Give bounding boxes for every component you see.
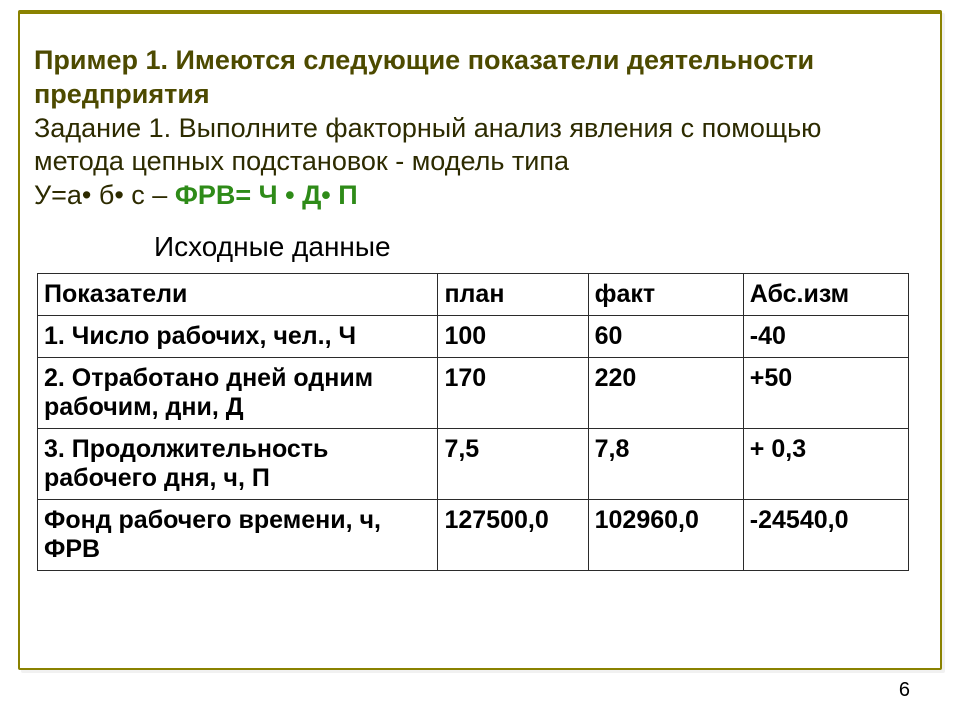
cell-metric: 2. Отработано дней одним рабочим, дни, Д [38,357,438,428]
cell-metric: 3. Продолжительность рабочего дня, ч, П [38,428,438,499]
heading-model-green: ФРВ= Ч • Д• П [175,180,358,210]
col-header-fact: факт [588,273,743,315]
cell-plan: 100 [438,315,588,357]
col-header-metric: Показатели [38,273,438,315]
heading-task: Задание 1. Выполните факторный анализ яв… [34,113,821,177]
cell-abs: + 0,3 [743,428,908,499]
cell-abs: +50 [743,357,908,428]
cell-abs: -24540,0 [743,499,908,570]
cell-plan: 127500,0 [438,499,588,570]
cell-metric: Фонд рабочего времени, ч, ФРВ [38,499,438,570]
subheading: Исходные данные [154,231,910,263]
cell-plan: 170 [438,357,588,428]
cell-fact: 220 [588,357,743,428]
table-header-row: Показатели план факт Абс.изм [38,273,909,315]
cell-metric: 1. Число рабочих, чел., Ч [38,315,438,357]
table-row: 3. Продолжительность рабочего дня, ч, П … [38,428,909,499]
cell-abs: -40 [743,315,908,357]
heading-title: Пример 1. Имеются следующие показатели д… [34,45,814,109]
slide-frame-outer: Пример 1. Имеются следующие показатели д… [0,0,960,720]
data-table: Показатели план факт Абс.изм 1. Число ра… [37,273,909,571]
content-frame: Пример 1. Имеются следующие показатели д… [18,10,942,670]
table-row: Фонд рабочего времени, ч, ФРВ 127500,0 1… [38,499,909,570]
col-header-abs: Абс.изм [743,273,908,315]
cell-fact: 60 [588,315,743,357]
cell-plan: 7,5 [438,428,588,499]
heading-model-left: У=а• б• с – [34,180,175,210]
page-number: 6 [899,679,910,702]
col-header-plan: план [438,273,588,315]
cell-fact: 7,8 [588,428,743,499]
cell-fact: 102960,0 [588,499,743,570]
table-row: 2. Отработано дней одним рабочим, дни, Д… [38,357,909,428]
table-row: 1. Число рабочих, чел., Ч 100 60 -40 [38,315,909,357]
heading-block: Пример 1. Имеются следующие показатели д… [34,44,910,213]
